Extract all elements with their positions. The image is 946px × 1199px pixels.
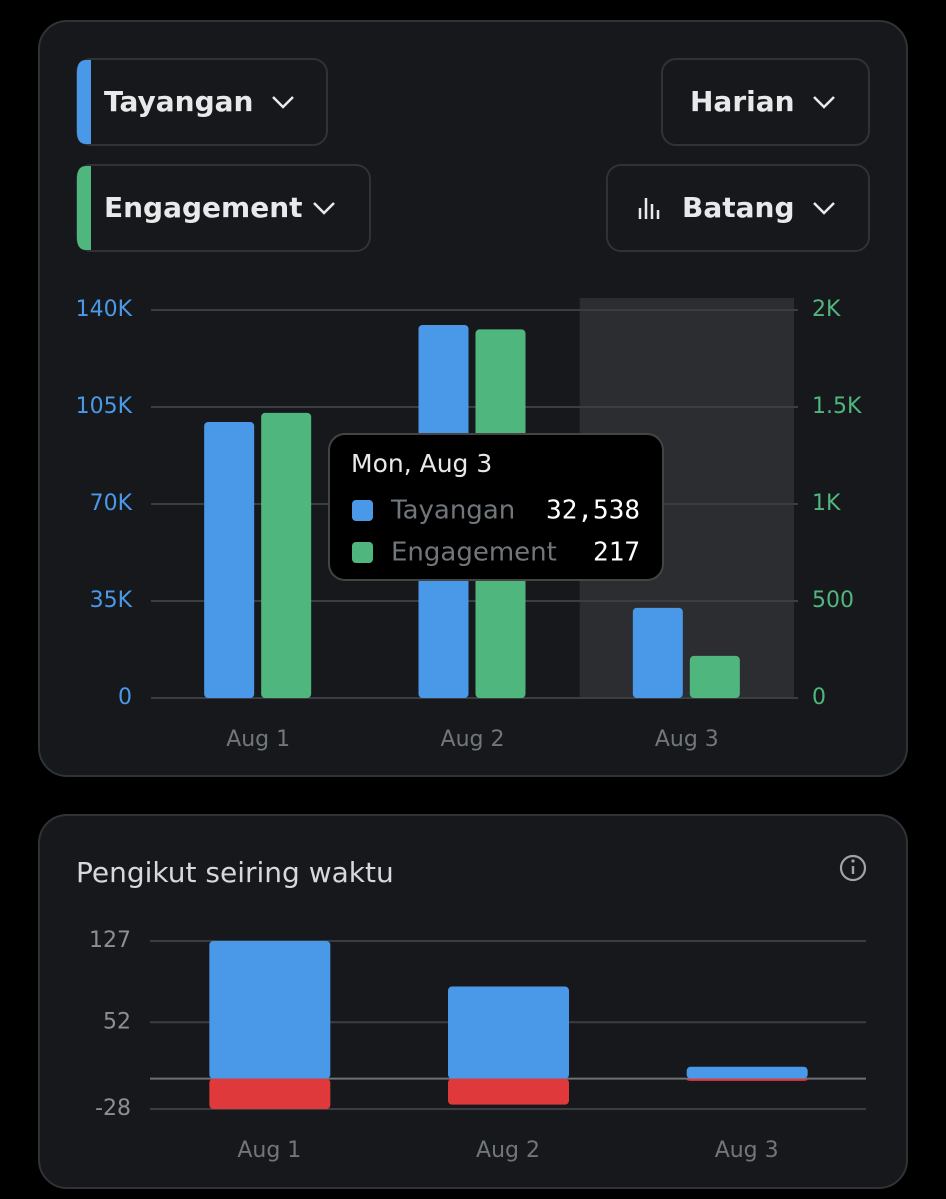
x-tick-label: Aug 3 (655, 727, 719, 752)
bar-segment (448, 1078, 569, 1105)
bar (689, 655, 740, 698)
info-icon[interactable] (839, 854, 867, 882)
dropdown-label[interactable]: Batang (682, 191, 795, 224)
bar (632, 607, 683, 698)
bar-segment (686, 1078, 808, 1081)
chevron (813, 202, 835, 215)
tooltip-swatch (352, 542, 373, 563)
metric-2-stripe (77, 166, 91, 250)
bar-segment (448, 986, 569, 1079)
tooltip-title: Mon, Aug 3 (351, 449, 492, 478)
bar-segment (209, 941, 331, 1079)
y2-tick-label: 500 (812, 588, 854, 613)
metric-1-stripe (77, 60, 91, 144)
bar (204, 421, 255, 698)
bar-segment (686, 1066, 808, 1079)
metric-1-dropdown[interactable]: Tayangan (76, 58, 328, 146)
chart-style-dropdown[interactable]: Batang (606, 164, 870, 252)
tooltip-name: Engagement (391, 538, 557, 568)
x-tick-label: Aug 1 (237, 1138, 301, 1163)
y2-tick-label: 1.5K (812, 394, 862, 419)
dropdown-label[interactable]: Harian (690, 85, 795, 118)
bar (261, 412, 312, 698)
x-tick-label: Aug 1 (226, 727, 290, 752)
x-tick-label: Aug 3 (715, 1138, 779, 1163)
info-dot (851, 859, 855, 863)
bar-chart: 0 35K 70K 105K 140K 0 500 1K 1.5K 2K Aug 1 Aug 2 Aug… (76, 297, 862, 752)
bar-segment (209, 1078, 331, 1109)
tooltip: Mon, Aug 3 Tayangan 32,538 Engagement 217 (328, 433, 664, 581)
bar-icon (638, 198, 660, 219)
chevron (813, 96, 835, 109)
x-tick-label: Aug 2 (441, 727, 505, 752)
info-circle[interactable] (839, 854, 867, 882)
chevron (272, 96, 294, 109)
x-tick-label: Aug 2 (476, 1138, 540, 1163)
dropdown-label[interactable]: Tayangan (104, 85, 253, 118)
tooltip-value: 32,538 (546, 496, 640, 526)
y-tick-label: 70K (90, 491, 133, 516)
followers-chart: Pengikut seiring waktu -28 52 127 Aug 1 Aug … (76, 854, 867, 1163)
y-tick-label: 0 (118, 685, 132, 710)
tooltip-box (328, 433, 664, 581)
y2-tick-label: 0 (812, 685, 826, 710)
dropdown-label[interactable]: Engagement (104, 191, 303, 224)
y2-tick-label: 2K (812, 297, 841, 322)
y-tick-label: -28 (95, 1096, 131, 1121)
y-tick-label: 140K (76, 297, 133, 322)
tooltip-swatch (352, 500, 373, 521)
y-tick-label: 35K (90, 588, 133, 613)
y-tick-label: 127 (89, 928, 131, 953)
tooltip-value: 217 (593, 538, 640, 568)
chevron (313, 202, 335, 215)
metric-2-dropdown[interactable]: Engagement (76, 164, 371, 252)
dropdown-box[interactable] (661, 58, 870, 146)
y-tick-label: 105K (76, 394, 133, 419)
y2-tick-label: 1K (812, 491, 841, 516)
chart-title: Pengikut seiring waktu (76, 856, 394, 889)
period-dropdown[interactable]: Harian (661, 58, 870, 146)
tooltip-name: Tayangan (390, 496, 515, 526)
dropdown-box[interactable] (606, 164, 870, 252)
y-tick-label: 52 (103, 1009, 131, 1034)
